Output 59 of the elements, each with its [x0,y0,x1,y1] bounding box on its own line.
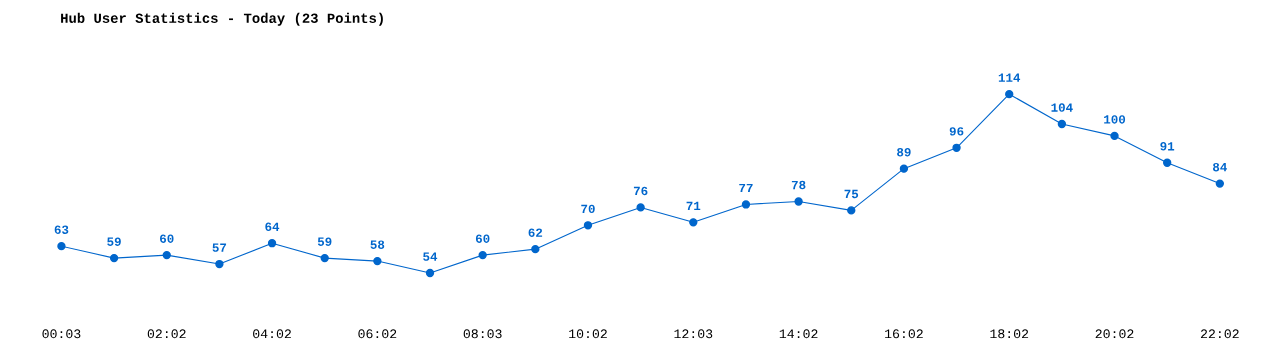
data-label: 59 [107,237,121,246]
point [1110,131,1119,141]
data-label: 60 [475,234,490,243]
point [583,221,593,230]
data-label: 71 [686,201,701,211]
data-label: 77 [739,183,753,193]
point [109,253,119,263]
data-label: 58 [370,240,385,249]
point [425,268,435,278]
x-tick-label: 12:03 [674,329,713,339]
point [531,244,540,254]
data-label: 104 [1051,103,1073,112]
data-label: 54 [423,252,438,261]
x-tick-label: 18:02 [990,329,1029,339]
point [162,250,171,260]
x-tick-label: 22:02 [1200,329,1239,339]
point [636,203,645,212]
data-label: 76 [633,186,648,196]
data-label: 78 [791,180,806,190]
data-label: 62 [528,228,543,237]
point [373,256,382,266]
point [1057,119,1067,129]
x-tick-label: 14:02 [779,329,818,339]
point [1215,179,1225,188]
x-tick-label: 06:02 [358,329,397,339]
x-tick-label: 02:02 [147,329,186,339]
point [741,200,751,209]
point [1005,89,1014,99]
data-label: 75 [844,189,859,199]
point [899,164,909,173]
data-label: 91 [1160,142,1175,151]
point [57,242,66,251]
data-label: 59 [317,237,332,246]
point [689,218,698,227]
x-tick-label: 10:02 [569,329,607,339]
data-label: 64 [265,222,280,231]
point [847,206,856,215]
x-tick-label: 08:03 [463,329,502,339]
x-tick-label: 20:02 [1095,329,1134,339]
data-label: 89 [897,147,911,157]
data-label: 84 [1213,162,1227,172]
data-label: 70 [581,204,595,214]
data-label: 57 [212,243,227,252]
point [320,253,329,263]
point [478,250,487,260]
x-tick-label: 04:02 [253,329,291,339]
point [952,143,961,152]
data-label: 100 [1104,115,1126,124]
data-label: 63 [54,225,69,234]
data-label: 114 [998,73,1021,82]
point [215,259,224,269]
point [1163,158,1172,167]
x-tick-label: 00:03 [42,329,81,339]
point [794,197,803,206]
point [267,239,277,248]
chart-title: Hub User Statistics - Today (23 Points) [61,12,383,26]
data-label: 60 [160,234,174,243]
data-label: 96 [949,127,964,136]
x-tick-label: 16:02 [885,329,923,339]
